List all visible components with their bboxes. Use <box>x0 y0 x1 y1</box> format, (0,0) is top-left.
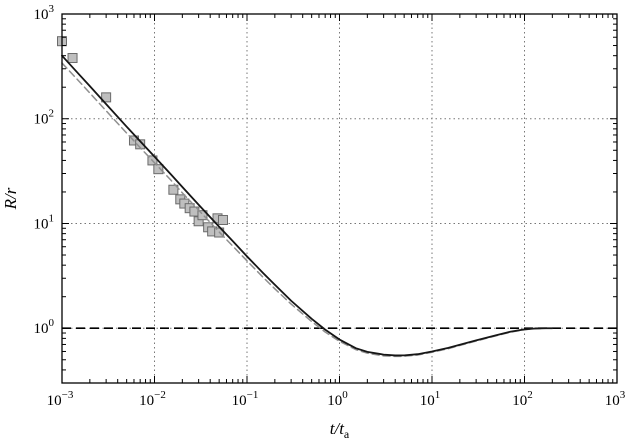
x-tick-label: 10−1 <box>232 389 259 409</box>
y-tick-label: 103 <box>34 3 55 23</box>
data-point-square <box>101 92 112 103</box>
y-tick-label: 102 <box>34 108 55 128</box>
data-point-square <box>153 164 164 175</box>
data-point-square <box>197 210 208 221</box>
x-tick-label: 102 <box>512 389 533 409</box>
data-point-square <box>135 139 146 150</box>
data-point-square <box>67 53 78 64</box>
x-tick-label: 10−3 <box>47 389 74 409</box>
y-tick-label: 101 <box>34 212 55 232</box>
x-tick-label: 10−2 <box>139 389 166 409</box>
data-point-square <box>217 214 228 225</box>
y-tick-label: 100 <box>34 317 55 337</box>
x-tick-label: 100 <box>327 389 348 409</box>
curve-solid <box>61 54 554 357</box>
data-point-square <box>168 184 179 195</box>
y-axis-label: R/r <box>1 187 20 210</box>
x-tick-label: 103 <box>605 389 626 409</box>
x-axis-label: t/ta <box>330 419 350 441</box>
x-tick-label: 101 <box>420 389 441 409</box>
